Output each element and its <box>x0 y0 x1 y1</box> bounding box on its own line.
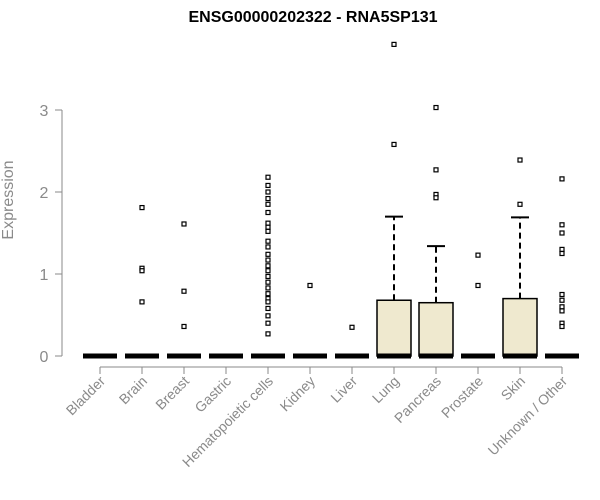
x-tick-label: Pancreas <box>391 373 444 426</box>
outlier-point <box>265 201 271 207</box>
outlier-point <box>349 324 355 330</box>
box-kidney <box>293 282 327 359</box>
outlier-point <box>265 195 271 202</box>
x-tick-label: Kidney <box>277 373 319 415</box>
outlier-point <box>559 222 565 228</box>
outlier-point <box>559 308 565 314</box>
y-tick-label: 3 <box>40 103 49 120</box>
y-axis: 0 1 2 3 <box>40 103 63 366</box>
outlier-point <box>559 250 565 257</box>
outlier-point <box>433 167 439 173</box>
outlier-point <box>265 189 271 195</box>
outlier-point <box>139 299 145 305</box>
outlier-point <box>265 263 271 269</box>
box-prostate <box>461 252 495 359</box>
box-breast <box>167 221 201 359</box>
box-unknown-other <box>545 176 579 359</box>
outlier-point <box>265 291 271 297</box>
box-hematopoietic-cells <box>251 174 285 359</box>
y-tick-label: 1 <box>40 267 49 284</box>
outlier-point <box>475 282 481 289</box>
outlier-point <box>391 141 397 148</box>
outlier-point <box>265 279 271 285</box>
outlier-point <box>307 282 313 289</box>
box-body <box>376 299 412 357</box>
outlier-point <box>559 246 565 252</box>
outlier-point <box>265 220 271 226</box>
outlier-point <box>265 251 271 257</box>
x-tick-label: Brain <box>116 373 150 407</box>
outlier-point <box>391 41 397 48</box>
outlier-point <box>181 221 187 227</box>
box-brain <box>125 204 159 359</box>
outlier-point <box>265 238 271 244</box>
outlier-point <box>265 313 271 319</box>
outlier-point <box>181 288 187 294</box>
outlier-point <box>265 228 271 234</box>
outlier-point <box>559 176 565 182</box>
y-axis-label: Expression <box>0 160 17 239</box>
chart-title: ENSG00000202322 - RNA5SP131 <box>188 9 437 26</box>
y-tick-label: 2 <box>40 185 49 202</box>
box-liver <box>335 324 369 359</box>
outlier-point <box>559 291 565 298</box>
outlier-point <box>559 230 565 236</box>
outlier-point <box>265 299 271 305</box>
outlier-point <box>265 244 271 250</box>
outlier-point <box>433 195 439 201</box>
x-tick-label: Lung <box>369 373 402 406</box>
box-pancreas <box>418 104 454 359</box>
outlier-point <box>265 257 271 263</box>
outlier-point <box>265 224 271 230</box>
outlier-point <box>517 157 523 163</box>
outlier-point <box>265 182 271 189</box>
outlier-point <box>559 297 565 303</box>
x-tick-label: Liver <box>327 373 360 406</box>
x-tick-label: Bladder <box>63 373 109 419</box>
box-lung <box>376 41 412 359</box>
outlier-point <box>265 331 271 337</box>
outlier-point <box>181 323 187 330</box>
outlier-point <box>265 209 271 216</box>
outlier-point <box>559 304 565 310</box>
outlier-point <box>433 104 439 111</box>
outlier-point <box>265 305 271 312</box>
box-body <box>502 297 538 357</box>
outlier-point <box>139 268 145 274</box>
box-body <box>418 301 454 357</box>
outlier-point <box>265 174 271 180</box>
x-tick-label: Unknown / Other <box>485 373 571 459</box>
x-tick-label: Prostate <box>438 373 486 421</box>
outlier-point <box>139 204 145 211</box>
outlier-point <box>475 252 481 258</box>
boxes <box>83 41 579 359</box>
outlier-point <box>265 320 271 326</box>
outlier-point <box>559 323 565 330</box>
outlier-point <box>517 201 523 207</box>
y-tick-label: 0 <box>40 349 49 366</box>
box-skin <box>502 157 538 359</box>
x-tick-label: Breast <box>152 373 192 413</box>
outlier-point <box>265 273 271 280</box>
outlier-point <box>265 268 271 274</box>
outlier-point <box>265 285 271 291</box>
x-tick-label: Skin <box>498 373 529 404</box>
